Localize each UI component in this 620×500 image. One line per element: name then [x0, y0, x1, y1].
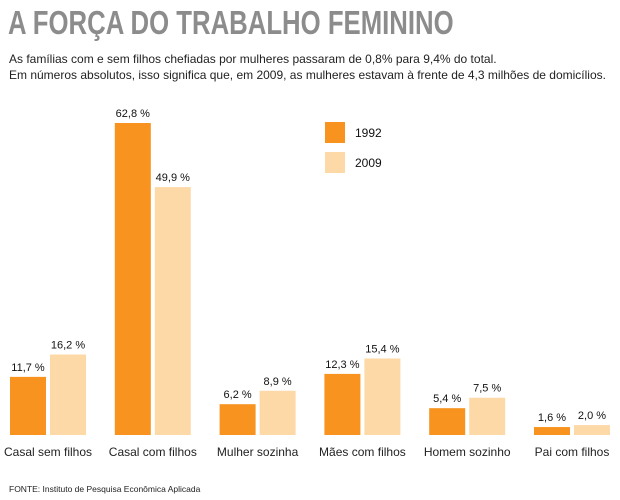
- legend-swatch: [325, 152, 345, 173]
- bar-2009: [259, 390, 296, 435]
- bar-1992: [219, 404, 256, 435]
- data-label: 11,7 %: [11, 362, 45, 374]
- legend-label: 2009: [355, 156, 382, 170]
- legend-swatch: [325, 122, 345, 143]
- bar-2009: [50, 354, 86, 435]
- data-label: 8,9 %: [264, 376, 292, 388]
- bar-1992: [114, 123, 151, 435]
- data-label: 7,5 %: [473, 383, 501, 395]
- bar-1992: [429, 408, 466, 435]
- bar-1992: [10, 376, 46, 435]
- bar-2009: [154, 187, 191, 435]
- data-label: 16,2 %: [51, 340, 85, 352]
- source-note: FONTE: Instituto de Pesquisa Econômica A…: [9, 484, 201, 494]
- data-label: 49,9 %: [156, 172, 190, 184]
- bar-2009: [574, 425, 610, 435]
- bar-2009: [469, 397, 506, 435]
- category-label: Mulher sozinha: [217, 445, 299, 459]
- bar-2009: [364, 358, 401, 435]
- category-label: Homem sozinho: [424, 445, 511, 459]
- data-label: 62,8 %: [116, 108, 150, 120]
- data-label: 6,2 %: [224, 389, 252, 401]
- category-label: Pai com filhos: [535, 445, 610, 459]
- data-label: 1,6 %: [538, 412, 566, 424]
- bar-1992: [534, 427, 570, 435]
- subtitle-line-1: As famílias com e sem filhos chefiadas p…: [9, 52, 497, 66]
- category-label: Casal sem filhos: [4, 445, 92, 459]
- data-label: 2,0 %: [578, 410, 606, 422]
- subtitle-line-2: Em números absolutos, isso significa que…: [9, 68, 606, 82]
- category-label: Mães com filhos: [319, 445, 406, 459]
- chart-title: A FORÇA DO TRABALHO FEMININO: [8, 4, 454, 41]
- category-label: Casal com filhos: [109, 445, 197, 459]
- legend-label: 1992: [355, 126, 382, 140]
- bar-1992: [324, 373, 361, 435]
- data-label: 15,4 %: [365, 343, 399, 355]
- data-label: 5,4 %: [433, 393, 461, 405]
- data-label: 12,3 %: [325, 359, 359, 371]
